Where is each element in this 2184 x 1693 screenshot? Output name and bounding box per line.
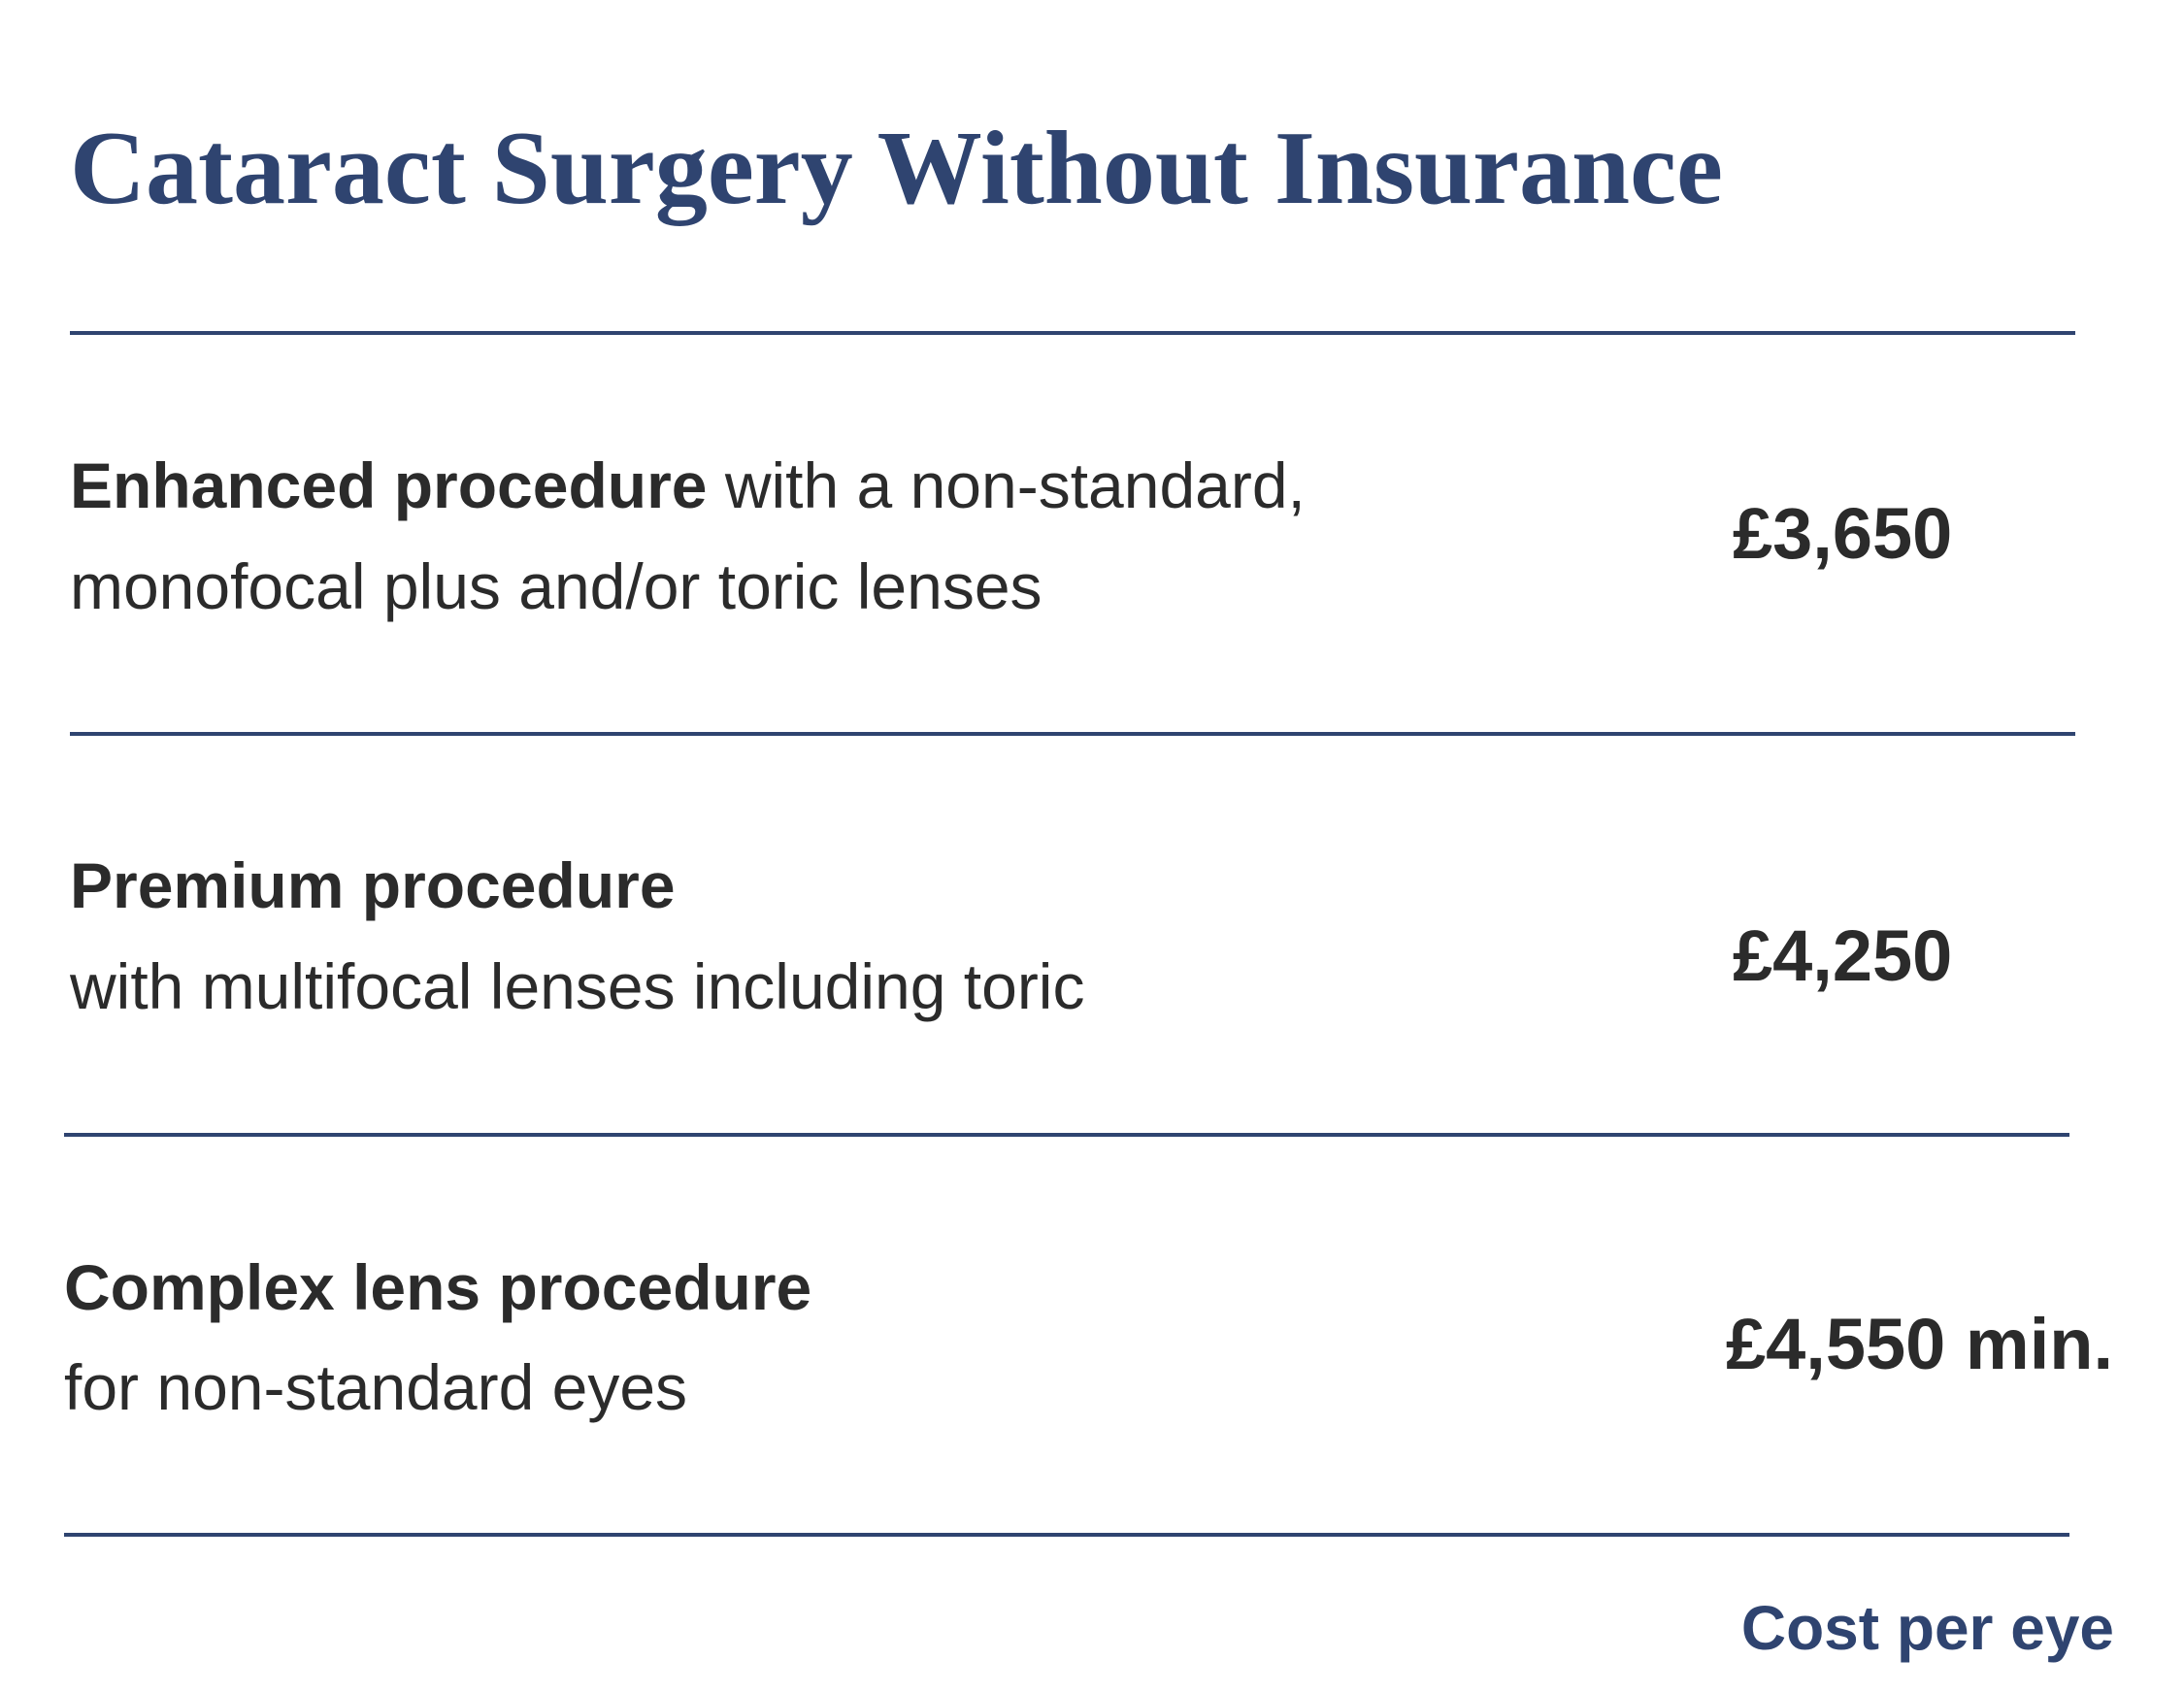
divider: [70, 331, 2075, 335]
row-name: Enhanced procedure: [70, 449, 708, 521]
divider: [70, 732, 2075, 736]
footer-note: Cost per eye: [1740, 1593, 2114, 1663]
row-line: Enhanced procedure with a non-standard,: [70, 435, 1306, 536]
row-price: £4,250: [1733, 915, 1953, 996]
row-description: monofocal plus and/or toric lenses: [70, 550, 1042, 622]
row-name: Complex lens procedure: [64, 1251, 812, 1323]
divider: [64, 1533, 2069, 1537]
row-price: £3,650: [1733, 493, 1953, 574]
row-name: Premium procedure: [70, 849, 676, 921]
row-description: with a non-standard,: [724, 449, 1306, 521]
page-title: Cataract Surgery Without Insurance: [70, 111, 1723, 226]
row-price: £4,550 min.: [1726, 1304, 2114, 1384]
row-description: for non-standard eyes: [64, 1351, 688, 1423]
row-description: with multifocal lenses including toric: [70, 950, 1085, 1022]
divider: [64, 1133, 2069, 1137]
